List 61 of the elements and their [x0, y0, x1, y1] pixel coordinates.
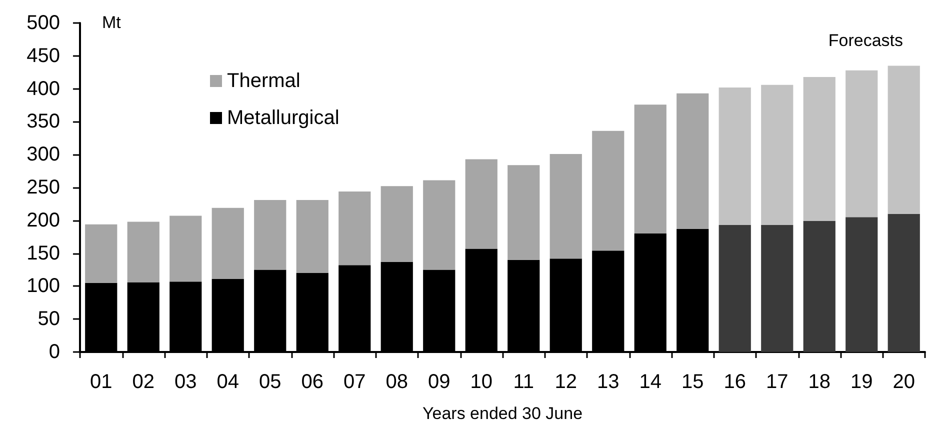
bar: [85, 224, 118, 283]
x-tick-label: 15: [682, 371, 704, 393]
bar: [846, 217, 878, 352]
x-tick-label: 13: [597, 371, 620, 393]
bar: [761, 84, 794, 226]
bar: [212, 208, 244, 279]
bar: [718, 225, 751, 352]
x-tick-label: 11: [513, 371, 534, 393]
y-tick-label: 350: [26, 110, 60, 133]
y-tick-label: 0: [48, 341, 60, 363]
bar: [508, 165, 540, 260]
annotation: Forecasts: [828, 31, 904, 50]
x-axis-title: Years ended 30 June: [422, 404, 583, 423]
x-tick-label: 12: [554, 371, 577, 393]
y-tick-label: 300: [26, 144, 60, 166]
bar: [846, 70, 878, 218]
x-tick-label: 16: [724, 371, 746, 393]
bar: [465, 159, 498, 249]
bar: [254, 200, 286, 270]
x-tick-label: 08: [386, 371, 408, 393]
y-tick-label: 500: [26, 12, 60, 34]
y-axis-title: Mt: [102, 13, 122, 32]
bar: [718, 87, 751, 226]
x-tick-label: 03: [174, 371, 197, 393]
x-tick-label: 17: [766, 371, 788, 393]
bar: [296, 200, 328, 274]
y-tick-label: 200: [26, 209, 60, 232]
legend-label: Metallurgical: [227, 107, 340, 129]
bar: [550, 154, 582, 259]
bar: [888, 66, 920, 214]
x-tick-label: 14: [639, 371, 662, 393]
legend-label: Thermal: [227, 70, 300, 92]
bar: [803, 221, 836, 352]
bar: [592, 130, 624, 251]
x-tick-label: 10: [470, 371, 492, 393]
bar: [634, 104, 666, 234]
bar: [380, 186, 413, 262]
y-tick-label: 50: [38, 308, 60, 330]
y-tick-label: 400: [26, 78, 60, 100]
x-tick-label: 06: [301, 371, 324, 393]
bar: [803, 76, 836, 222]
y-tick-label: 450: [26, 44, 60, 67]
bar: [423, 180, 456, 270]
y-tick-label: 250: [26, 176, 60, 198]
x-tick-label: 05: [259, 371, 282, 393]
bar: [676, 93, 709, 229]
x-tick-label: 09: [428, 371, 450, 393]
bar: [338, 191, 371, 266]
x-tick-label: 02: [132, 371, 154, 393]
bar: [170, 216, 202, 282]
y-tick-label: 150: [26, 242, 60, 264]
bar: [888, 214, 920, 352]
bar: [127, 222, 160, 282]
x-tick-label: 04: [216, 371, 239, 393]
x-tick-label: 19: [850, 371, 873, 393]
x-tick-label: 01: [90, 371, 112, 393]
x-tick-label: 07: [344, 371, 366, 393]
bar: [761, 225, 794, 352]
x-tick-label: 18: [808, 371, 830, 393]
x-tick-label: 20: [892, 371, 915, 393]
y-tick-label: 100: [26, 275, 60, 298]
